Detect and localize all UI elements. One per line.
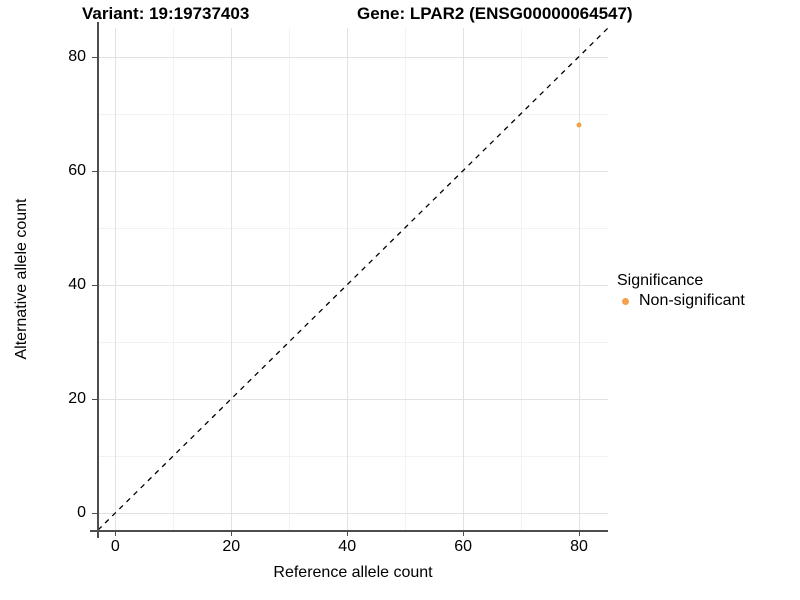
gridline-major-vertical	[231, 28, 233, 530]
gridline-major-horizontal	[98, 56, 608, 58]
gridline-minor-vertical	[405, 28, 407, 530]
gridline-minor-vertical	[173, 28, 175, 530]
y-tick-mark	[92, 170, 97, 172]
x-axis-label: Reference allele count	[273, 564, 433, 581]
y-axis-ticks: 0 20 40 60 80	[0, 0, 86, 600]
y-tick-label: 40	[68, 275, 86, 293]
x-tick-mark	[115, 531, 117, 536]
gridline-major-horizontal	[98, 512, 608, 514]
gridline-major-vertical	[115, 28, 117, 530]
gridline-major-vertical	[347, 28, 349, 530]
gridline-minor-vertical	[521, 28, 523, 530]
x-axis-line	[90, 530, 608, 532]
gridline-major-horizontal	[98, 170, 608, 172]
y-tick-label: 60	[68, 161, 86, 179]
y-tick-label: 20	[68, 389, 86, 407]
legend-item[interactable]: Non-significant	[617, 292, 745, 310]
legend-entries: Non-significant	[617, 292, 745, 310]
identity-diagonal-line	[98, 28, 608, 530]
y-tick-mark	[92, 56, 97, 58]
gridline-major-vertical	[579, 28, 581, 530]
x-tick-mark	[463, 531, 465, 536]
y-tick-mark	[92, 284, 97, 286]
plot-panel	[98, 28, 608, 530]
x-tick-label: 80	[570, 538, 588, 555]
gridline-minor-horizontal	[98, 455, 608, 457]
y-tick-label: 0	[77, 503, 86, 521]
x-tick-label: 60	[454, 538, 473, 555]
legend-key	[617, 293, 633, 309]
x-tick-label: 0	[110, 538, 120, 555]
y-tick-label: 80	[68, 47, 86, 65]
gridline-major-horizontal	[98, 284, 608, 286]
gridline-major-vertical	[463, 28, 465, 530]
legend: Significance Non-significant	[617, 272, 745, 310]
x-tick-mark	[579, 531, 581, 536]
y-tick-mark	[92, 512, 97, 514]
legend-item-label: Non-significant	[639, 292, 745, 309]
x-tick-label: 40	[338, 538, 357, 555]
variant-title: Variant: 19:19737403	[82, 4, 250, 23]
data-point[interactable]	[576, 122, 582, 128]
y-axis-line	[97, 22, 99, 538]
y-axis-label: Alternative allele count	[13, 198, 30, 360]
x-tick-mark	[347, 531, 349, 536]
legend-dot-icon	[621, 297, 629, 305]
gridline-minor-horizontal	[98, 227, 608, 229]
gridline-minor-horizontal	[98, 341, 608, 343]
x-tick-mark	[231, 531, 233, 536]
gridline-minor-horizontal	[98, 113, 608, 115]
y-tick-mark	[92, 398, 97, 400]
legend-title: Significance	[617, 272, 704, 289]
gridline-minor-vertical	[289, 28, 291, 530]
gene-title: Gene: LPAR2 (ENSG00000064547)	[357, 4, 633, 23]
gridline-major-horizontal	[98, 398, 608, 400]
x-tick-label: 20	[222, 538, 241, 555]
